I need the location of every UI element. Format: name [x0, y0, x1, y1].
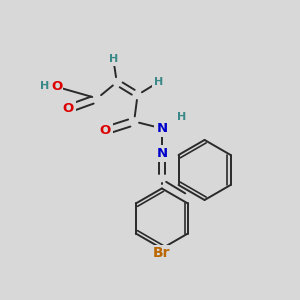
- Text: ·: ·: [49, 80, 51, 89]
- Text: N: N: [156, 122, 167, 135]
- Text: H: H: [154, 77, 163, 87]
- Text: O: O: [63, 102, 74, 115]
- Text: H: H: [109, 54, 118, 64]
- Text: Br: Br: [153, 246, 171, 260]
- Text: O: O: [51, 80, 62, 93]
- Text: H: H: [177, 112, 186, 122]
- Text: N: N: [156, 147, 167, 160]
- Text: H: H: [40, 81, 49, 91]
- Text: O: O: [100, 124, 111, 137]
